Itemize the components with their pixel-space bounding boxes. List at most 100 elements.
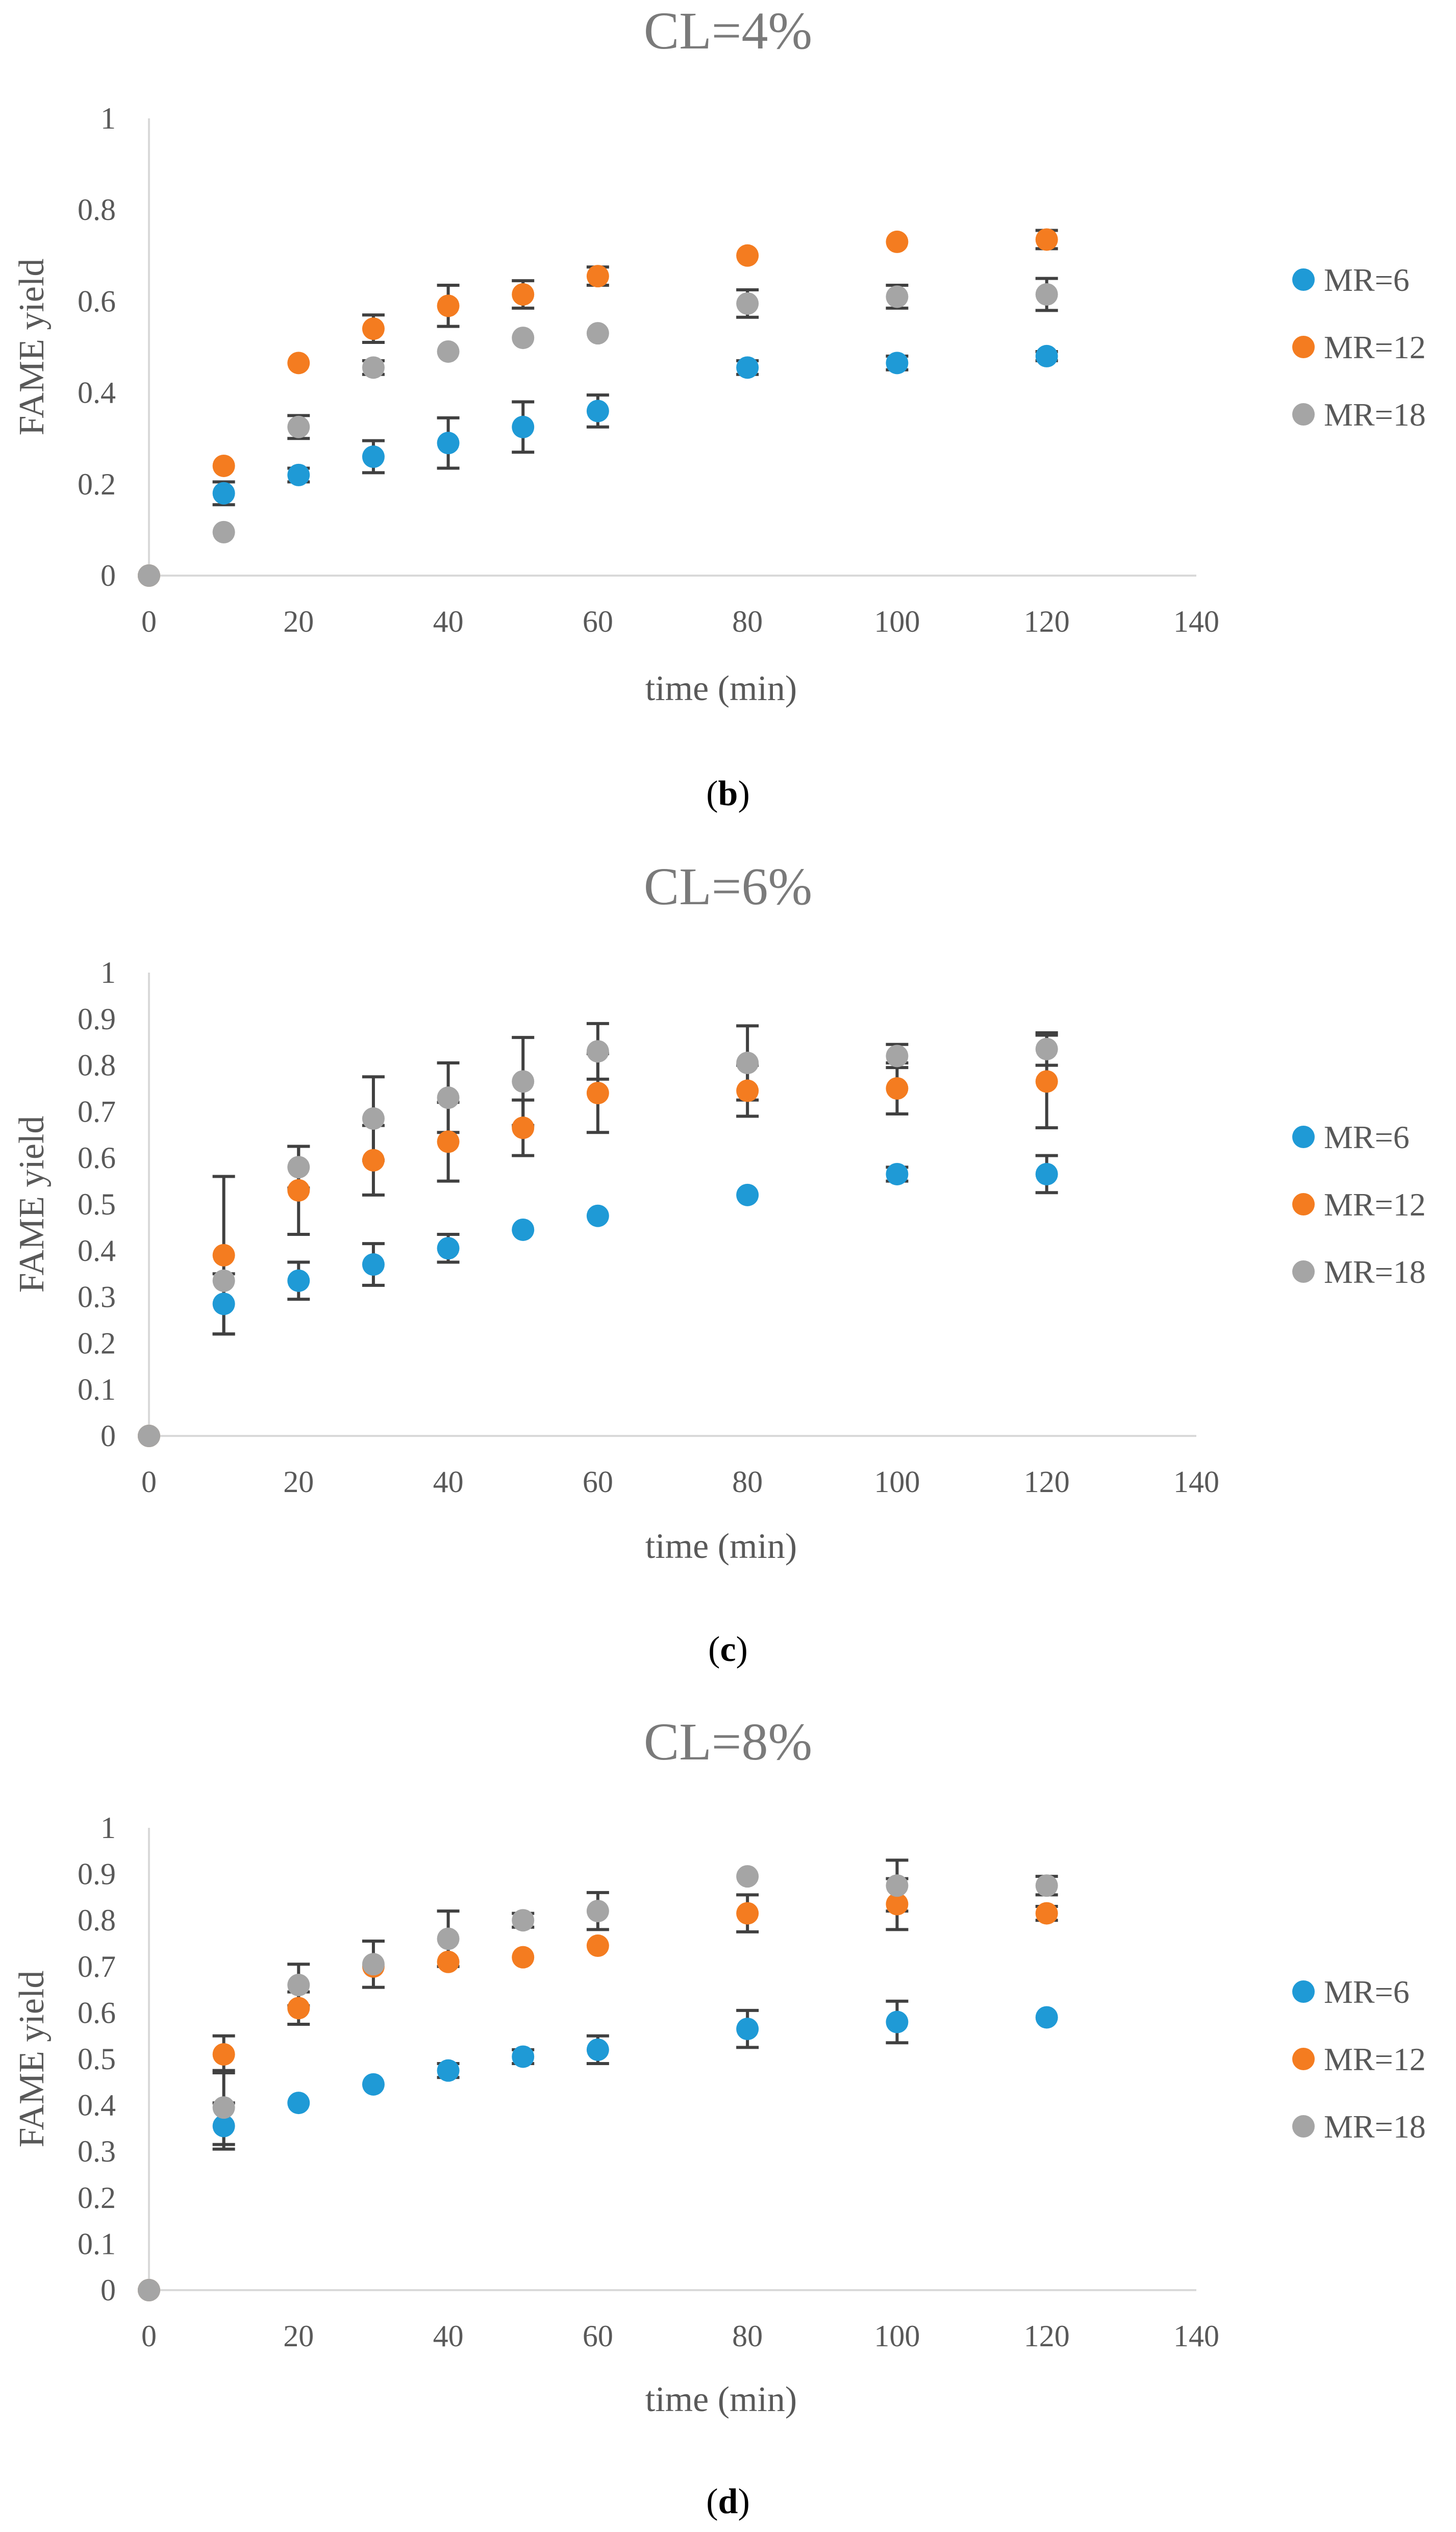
data-point bbox=[586, 265, 609, 288]
x-tick-label: 100 bbox=[874, 1465, 920, 1499]
data-point bbox=[437, 2059, 460, 2082]
x-tick-label: 40 bbox=[433, 605, 464, 638]
data-point bbox=[287, 415, 310, 438]
y-tick-label: 0.9 bbox=[78, 1857, 116, 1891]
y-tick-label: 0.2 bbox=[78, 467, 116, 501]
data-point bbox=[512, 1909, 535, 1932]
y-tick-label: 0.8 bbox=[78, 1903, 116, 1937]
data-point bbox=[886, 230, 909, 253]
data-point bbox=[437, 1950, 460, 1973]
data-point bbox=[287, 1179, 310, 1202]
data-point bbox=[586, 1204, 609, 1227]
chart-title: CL=4% bbox=[644, 2, 812, 60]
data-point bbox=[1035, 344, 1058, 367]
data-point bbox=[437, 1086, 460, 1109]
x-tick-label: 100 bbox=[874, 2319, 920, 2353]
data-point bbox=[586, 1082, 609, 1105]
data-point bbox=[212, 454, 235, 477]
data-point bbox=[362, 2073, 385, 2096]
chart-panel-c: CL=6% 0 0.1 0.2 0.3 0.4 0.5 0.6 0.7 0.8 0.9 1 0 20 40 6… bbox=[0, 847, 1456, 1694]
data-point bbox=[1035, 1162, 1058, 1185]
legend-label: MR=6 bbox=[1324, 262, 1410, 298]
data-point bbox=[512, 1218, 535, 1241]
error-bars bbox=[212, 229, 1058, 507]
data-point bbox=[212, 482, 235, 505]
data-point bbox=[437, 1130, 460, 1153]
legend-label: MR=18 bbox=[1324, 396, 1426, 433]
y-tick-label: 0.8 bbox=[78, 193, 116, 227]
legend-label: MR=18 bbox=[1324, 1254, 1426, 1290]
data-point bbox=[512, 1946, 535, 1969]
legend-label: MR=18 bbox=[1324, 2108, 1426, 2145]
x-tick-label: 140 bbox=[1173, 605, 1219, 638]
data-point bbox=[736, 1183, 759, 1206]
x-tick-label: 0 bbox=[141, 2319, 157, 2353]
legend-label: MR=12 bbox=[1324, 1186, 1426, 1223]
x-tick-label: 60 bbox=[583, 2319, 613, 2353]
y-axis-title: FAME yield bbox=[12, 1116, 52, 1293]
panel-label: (b) bbox=[706, 774, 750, 813]
x-tick-label: 60 bbox=[583, 1465, 613, 1499]
data-point bbox=[886, 1874, 909, 1897]
data-point bbox=[437, 432, 460, 455]
data-point bbox=[1035, 1037, 1058, 1060]
data-point bbox=[362, 1253, 385, 1276]
data-point bbox=[586, 1040, 609, 1063]
y-tick-label: 0.3 bbox=[78, 2134, 116, 2168]
chart-svg: CL=8% 0 0.1 0.2 0.3 0.4 0.5 0.6 0.7 0.8 0.9 1 0 20 40 6… bbox=[12, 1712, 1426, 2521]
panel-label: (d) bbox=[706, 2482, 750, 2521]
x-tick-label: 80 bbox=[732, 605, 763, 638]
x-tick-label: 20 bbox=[283, 2319, 314, 2353]
x-tick-label: 100 bbox=[874, 605, 920, 638]
y-tick-label: 0.4 bbox=[78, 376, 116, 410]
data-point bbox=[886, 1077, 909, 1100]
x-tick-label: 120 bbox=[1024, 1465, 1070, 1499]
x-tick-label: 140 bbox=[1173, 2319, 1219, 2353]
data-point bbox=[287, 1997, 310, 2020]
data-point bbox=[736, 356, 759, 379]
data-point bbox=[736, 244, 759, 267]
x-tick-label: 80 bbox=[732, 1465, 763, 1499]
y-tick-label: 0.6 bbox=[78, 1996, 116, 2029]
data-point bbox=[437, 340, 460, 363]
data-point bbox=[512, 1116, 535, 1139]
data-point bbox=[886, 1162, 909, 1185]
data-point bbox=[138, 1425, 160, 1447]
legend-marker bbox=[1292, 1980, 1315, 2003]
error-bars bbox=[212, 1022, 1058, 1336]
y-tick-label: 0.3 bbox=[78, 1280, 116, 1314]
data-point bbox=[736, 1079, 759, 1102]
y-axis-title: FAME yield bbox=[12, 1971, 52, 2148]
data-point bbox=[512, 283, 535, 306]
x-tick-label: 20 bbox=[283, 1465, 314, 1499]
y-tick-label: 0.4 bbox=[78, 1234, 116, 1268]
chart-panel-d: CL=8% 0 0.1 0.2 0.3 0.4 0.5 0.6 0.7 0.8 0.9 1 0 20 40 6… bbox=[0, 1699, 1456, 2532]
y-tick-label: 0.9 bbox=[78, 1002, 116, 1036]
data-point bbox=[736, 292, 759, 315]
data-point bbox=[886, 352, 909, 375]
legend-marker bbox=[1292, 2115, 1315, 2138]
y-tick-label: 0.8 bbox=[78, 1049, 116, 1082]
data-points bbox=[138, 228, 1058, 587]
data-point bbox=[212, 2115, 235, 2138]
data-point bbox=[512, 2045, 535, 2068]
y-tick-label: 0.7 bbox=[78, 1950, 116, 1983]
legend-marker bbox=[1292, 1193, 1315, 1215]
data-point bbox=[437, 1927, 460, 1950]
x-tick-label: 40 bbox=[433, 1465, 464, 1499]
data-point bbox=[287, 2092, 310, 2115]
legend-marker bbox=[1292, 2048, 1315, 2070]
y-tick-label: 0.1 bbox=[78, 1373, 116, 1406]
data-point bbox=[362, 317, 385, 340]
y-axis-title: FAME yield bbox=[12, 259, 52, 436]
data-point bbox=[736, 1902, 759, 1925]
x-axis-title: time (min) bbox=[645, 1527, 797, 1566]
x-tick-label: 120 bbox=[1024, 605, 1070, 638]
data-point bbox=[1035, 2006, 1058, 2029]
y-tick-label: 1 bbox=[101, 956, 116, 989]
legend-label: MR=12 bbox=[1324, 2041, 1426, 2077]
data-point bbox=[736, 1865, 759, 1888]
data-point bbox=[287, 352, 310, 375]
data-point bbox=[736, 1052, 759, 1075]
panel-label: (c) bbox=[708, 1630, 748, 1669]
